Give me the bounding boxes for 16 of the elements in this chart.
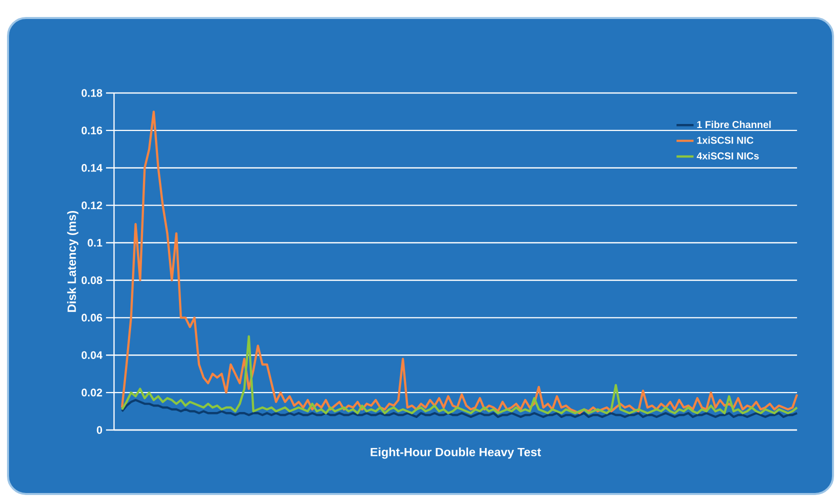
line-series: [120, 110, 798, 414]
y-tick-label: 0.04: [82, 351, 102, 359]
y-tick-label: 0.02: [82, 388, 102, 396]
y-tick-label: 0: [96, 426, 102, 434]
y-tick-label: 0.1: [88, 238, 102, 247]
x-axis-title: Eight-Hour Double Heavy Test: [370, 448, 541, 459]
y-tick-label: 0.14: [82, 164, 102, 172]
y-tick-label: 0.06: [82, 314, 102, 322]
legend-label: 1 Fibre Channel: [697, 120, 771, 128]
legend-label: 1xiSCSI NIC: [697, 136, 754, 144]
legend-label: 4xiSCSI NICs: [696, 152, 759, 160]
y-tick-label: 0.16: [82, 126, 102, 134]
y-tick-label: 0.08: [82, 276, 102, 284]
y-tick-label: 0.12: [82, 201, 102, 210]
y-axis-title: Disk Latency (ms): [67, 210, 78, 312]
y-tick-label: 0.18: [82, 89, 102, 97]
